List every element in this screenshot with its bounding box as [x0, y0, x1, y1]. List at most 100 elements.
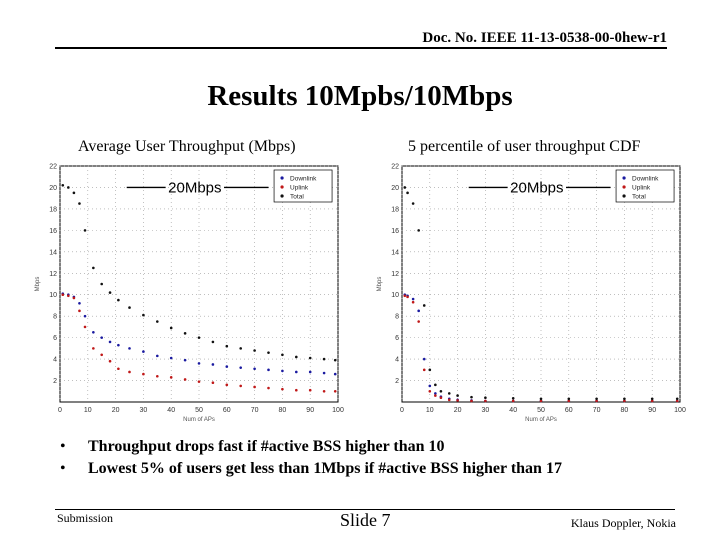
data-point-downlink — [225, 365, 229, 368]
data-point-downlink — [417, 309, 420, 313]
data-point-total — [142, 313, 145, 317]
x-tick-label: 60 — [223, 407, 231, 414]
data-point-uplink — [322, 389, 326, 393]
data-point-total — [434, 383, 437, 387]
legend-marker — [622, 176, 626, 180]
data-point-total — [567, 397, 571, 401]
data-point-downlink — [411, 297, 415, 301]
y-tick-label: 6 — [53, 335, 57, 342]
data-point-uplink — [253, 385, 256, 389]
slide-number: Slide 7 — [340, 510, 391, 530]
annotation-label: 20Mbps — [510, 179, 563, 196]
data-point-uplink — [470, 399, 473, 403]
data-point-uplink — [100, 353, 103, 357]
data-point-downlink — [267, 368, 270, 372]
data-point-downlink — [422, 357, 426, 361]
data-point-uplink — [267, 386, 270, 390]
data-point-downlink — [83, 314, 87, 318]
data-point-total — [83, 229, 87, 232]
x-tick-label: 90 — [648, 407, 656, 414]
data-point-uplink — [169, 376, 173, 379]
data-point-downlink — [434, 392, 437, 395]
data-point-uplink — [406, 295, 409, 299]
data-point-total — [225, 344, 229, 348]
x-tick-label: 90 — [306, 407, 314, 414]
data-point-total — [72, 191, 76, 195]
data-point-total — [78, 202, 81, 205]
x-tick-label: 100 — [674, 407, 686, 414]
data-point-uplink — [239, 384, 242, 388]
bullet-item: Throughput drops fast if #active BSS hig… — [60, 436, 562, 458]
y-tick-label: 10 — [391, 292, 399, 299]
x-tick-label: 50 — [537, 407, 545, 414]
y-tick-label: 12 — [49, 271, 57, 278]
data-point-downlink — [142, 350, 145, 353]
data-point-uplink — [484, 399, 487, 403]
data-point-total — [211, 340, 215, 344]
x-tick-label: 40 — [167, 407, 175, 414]
data-point-uplink — [211, 381, 215, 384]
data-point-downlink — [322, 371, 326, 375]
y-tick-label: 8 — [53, 314, 57, 321]
y-axis-label: Mbps — [35, 277, 41, 292]
y-tick-label: 4 — [53, 357, 57, 364]
legend-marker — [280, 176, 284, 180]
legend-box — [615, 169, 675, 203]
data-point-downlink — [197, 362, 201, 365]
y-tick-label: 20 — [391, 185, 399, 192]
data-point-total — [92, 266, 95, 270]
x-tick-label: 100 — [332, 407, 344, 414]
data-point-downlink — [239, 366, 242, 369]
data-point-total — [623, 397, 626, 401]
data-point-uplink — [511, 399, 515, 403]
data-point-total — [650, 397, 654, 401]
x-tick-label: 70 — [593, 407, 601, 414]
data-point-uplink — [308, 388, 312, 392]
data-point-total — [156, 320, 159, 323]
legend-label: Uplink — [290, 185, 309, 192]
data-point-downlink — [308, 370, 312, 374]
data-point-uplink — [295, 388, 298, 392]
data-point-uplink — [456, 399, 459, 402]
y-tick-label: 2 — [53, 378, 57, 385]
data-point-total — [403, 186, 407, 189]
legend-box — [273, 169, 333, 203]
x-tick-label: 80 — [279, 407, 287, 414]
data-point-total — [417, 229, 420, 232]
data-point-total — [595, 397, 598, 401]
legend-marker — [280, 194, 284, 198]
data-point-uplink — [156, 374, 159, 378]
data-point-uplink — [417, 320, 420, 323]
x-tick-label: 10 — [426, 407, 434, 414]
data-point-uplink — [422, 368, 426, 372]
y-tick-label: 8 — [395, 314, 399, 321]
data-point-uplink — [67, 294, 70, 298]
data-point-downlink — [183, 358, 187, 362]
data-point-uplink — [333, 389, 337, 393]
data-point-uplink — [623, 399, 626, 403]
data-point-total — [447, 392, 451, 395]
data-point-total — [100, 282, 103, 286]
legend-label: Total — [290, 194, 304, 201]
data-point-total — [456, 394, 459, 397]
data-point-uplink — [142, 372, 145, 376]
data-point-total — [308, 356, 312, 360]
data-point-total — [539, 397, 543, 401]
y-axis-label: Mbps — [377, 277, 383, 292]
data-point-uplink — [83, 325, 87, 329]
data-point-uplink — [567, 399, 571, 403]
data-point-uplink — [439, 396, 443, 400]
y-tick-label: 12 — [391, 271, 399, 278]
data-point-total — [333, 358, 337, 362]
data-point-uplink — [197, 380, 201, 383]
y-tick-label: 22 — [391, 164, 399, 171]
x-tick-label: 20 — [112, 407, 120, 414]
left-chart-caption: Average User Throughput (Mbps) — [78, 138, 296, 155]
x-tick-label: 80 — [621, 407, 629, 414]
x-axis-label: Num of APs — [183, 417, 215, 422]
data-point-downlink — [333, 372, 337, 376]
x-tick-label: 60 — [565, 407, 573, 414]
data-point-total — [470, 395, 473, 399]
footer-divider — [55, 509, 675, 510]
legend-marker — [622, 194, 626, 198]
